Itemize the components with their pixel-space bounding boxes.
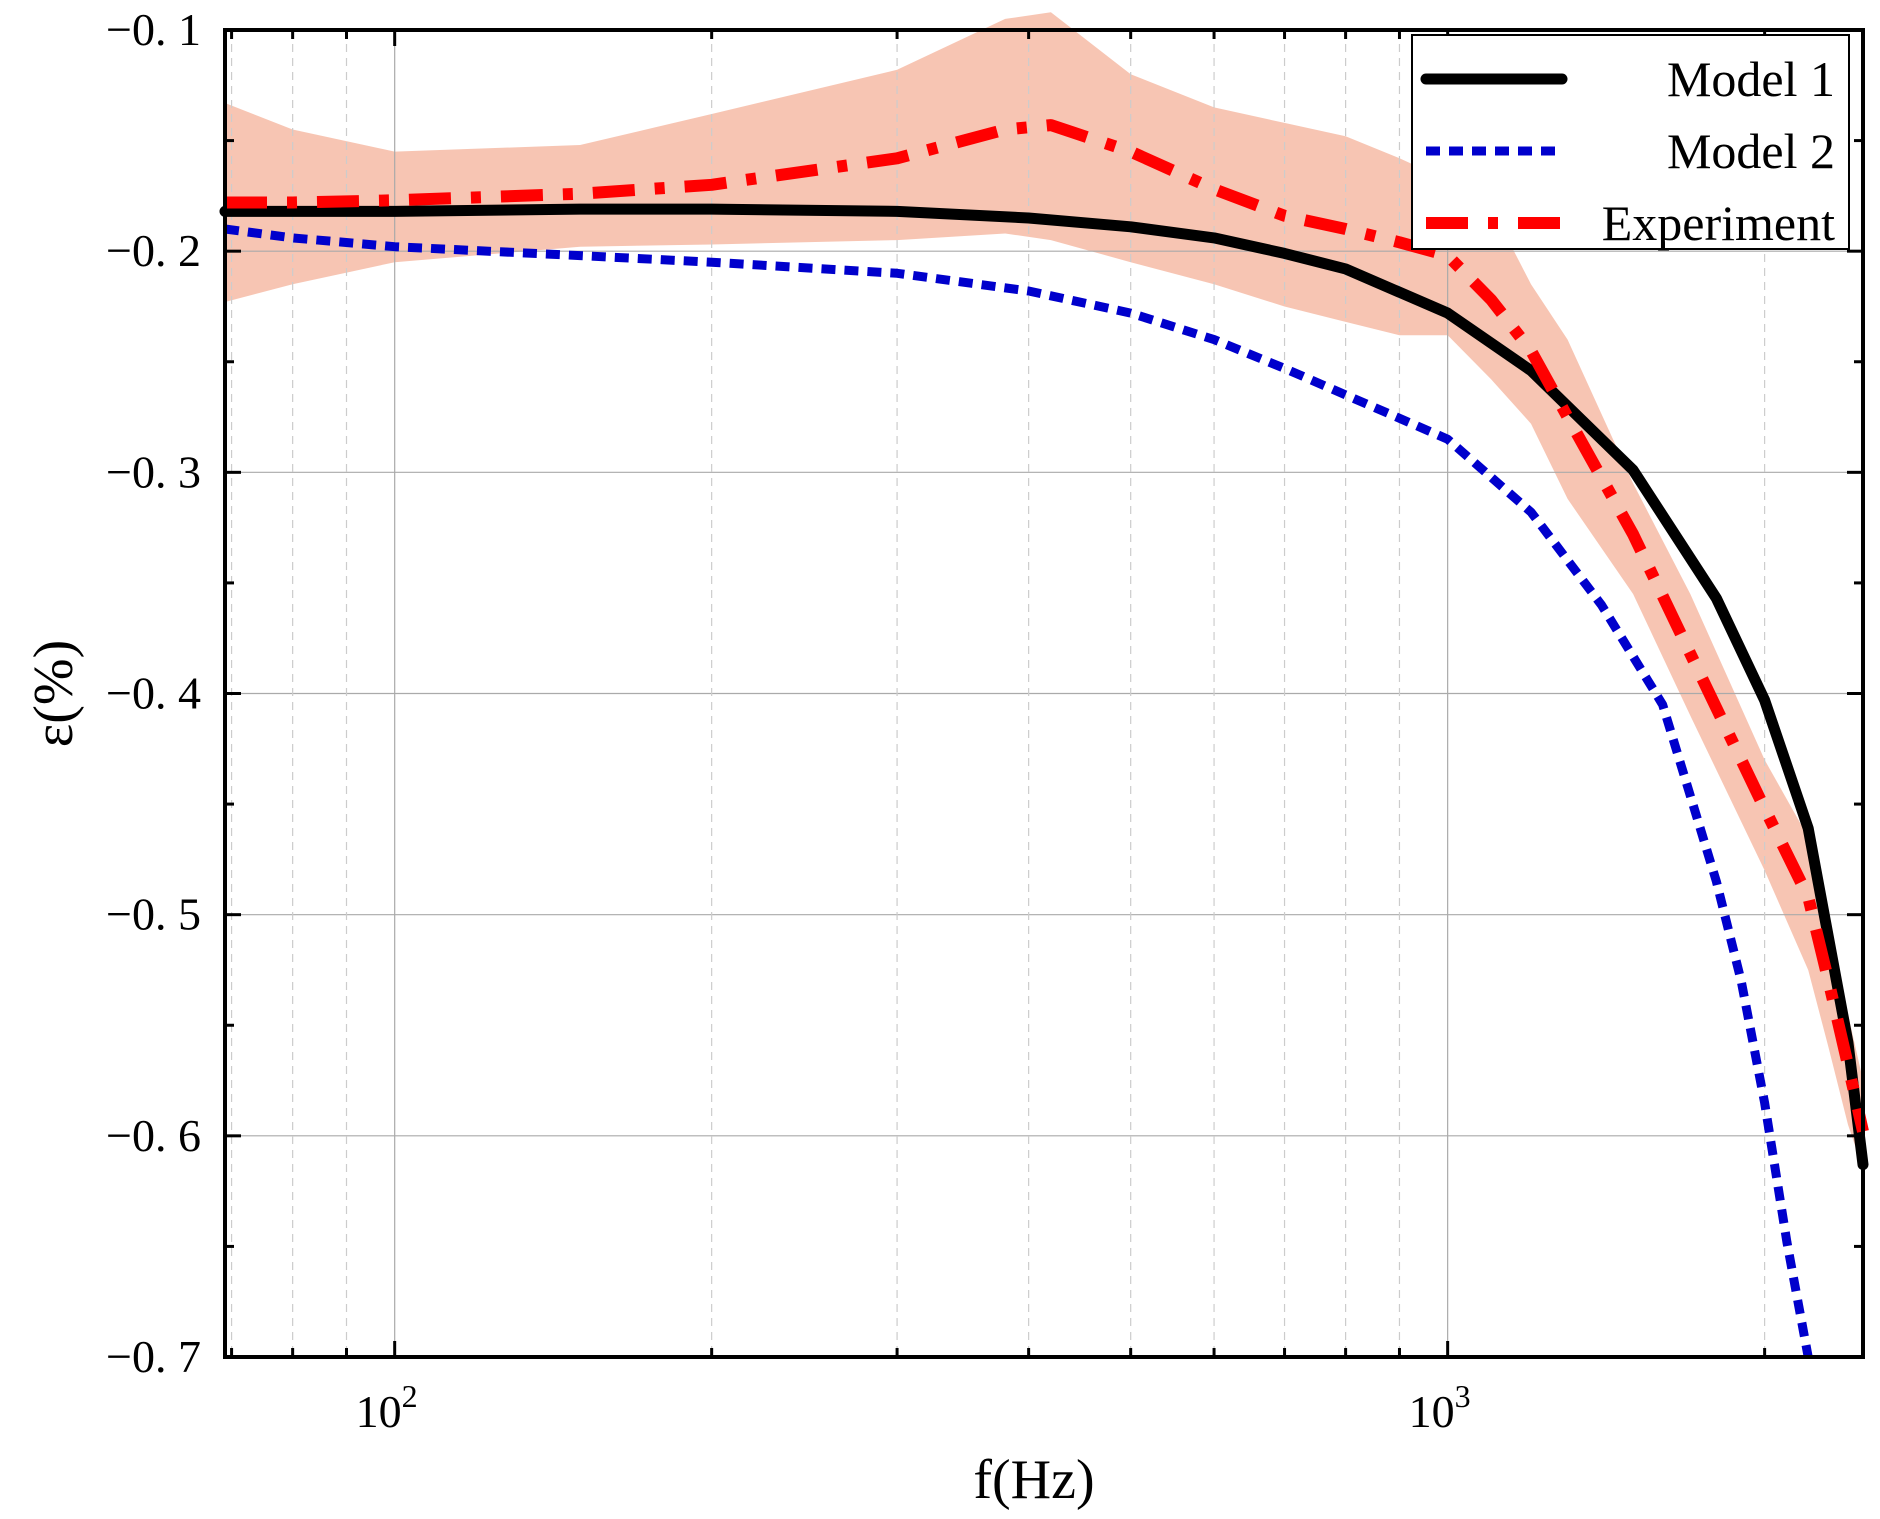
- y-tick-label: −0. 4: [106, 668, 201, 719]
- y-tick-label: −0. 3: [106, 446, 201, 497]
- y-axis-title: ε(%): [23, 640, 85, 747]
- legend-label-model1: Model 1: [1667, 51, 1835, 107]
- legend-label-experiment: Experiment: [1602, 195, 1835, 251]
- uncertainty-band: [225, 12, 1863, 1169]
- series-line-experiment: [225, 119, 1869, 1133]
- y-tick-label: −0. 1: [106, 4, 201, 55]
- legend-label-model2: Model 2: [1667, 123, 1835, 179]
- y-tick-label: −0. 6: [106, 1110, 201, 1161]
- x-axis-title: f(Hz): [973, 1449, 1094, 1511]
- x-tick-label: 102: [356, 1378, 418, 1437]
- x-tick-label: 103: [1409, 1378, 1471, 1437]
- series-line-model1: [219, 203, 1869, 1171]
- legend-box: [1411, 34, 1850, 250]
- y-tick-label: −0. 5: [106, 889, 201, 940]
- y-tick-label: −0. 2: [106, 225, 201, 276]
- y-tick-label: −0. 7: [106, 1331, 201, 1382]
- series-line-model2: [224, 224, 1813, 1358]
